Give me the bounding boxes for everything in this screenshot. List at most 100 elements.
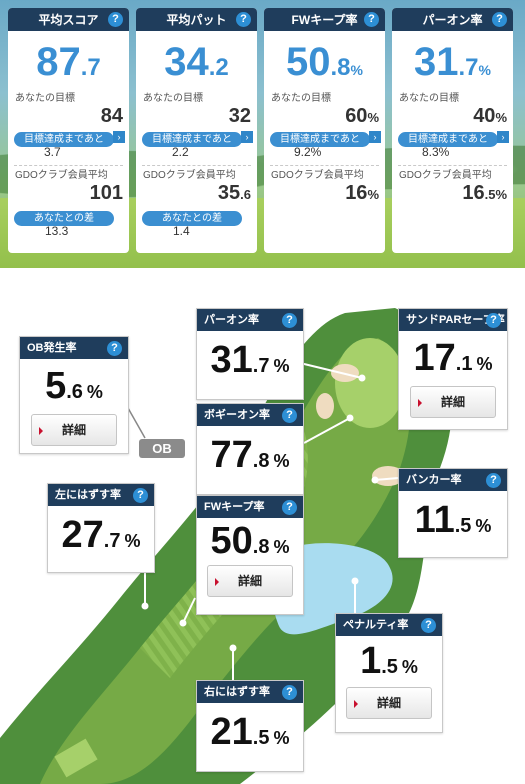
- box-value-unit: %: [476, 354, 493, 374]
- box-title: 右にはずす率: [204, 686, 270, 698]
- gdo-average-int: 16: [345, 182, 368, 204]
- target-value: 84: [8, 105, 129, 127]
- stat-card-header: 平均パット ?: [136, 8, 257, 31]
- bunker: [372, 466, 404, 486]
- box-value-dec: .5: [381, 656, 398, 678]
- difference-value: 1.4: [173, 224, 190, 238]
- goal-remaining-value: 9.2%: [294, 145, 322, 159]
- help-icon[interactable]: ?: [486, 313, 501, 328]
- left-miss-rate-box: 左にはずす率? 27.7%: [47, 483, 155, 573]
- box-value-unit: %: [86, 382, 103, 402]
- gdo-average-dec: .6: [240, 187, 251, 202]
- leader-line: [299, 362, 363, 379]
- divider: [270, 165, 379, 166]
- fw-keep-rate-box: FWキープ率? 50.8% 詳細: [196, 495, 304, 615]
- right-miss-rate-box: 右にはずす率? 21.5%: [196, 680, 304, 772]
- help-icon[interactable]: ?: [421, 618, 436, 633]
- chevron-right-icon[interactable]: ›: [369, 131, 381, 143]
- difference-pill: あなたとの差: [14, 211, 114, 226]
- box-value-int: 1: [360, 640, 382, 682]
- target-label: あなたの目標: [399, 93, 459, 104]
- box-value: 27.7%: [48, 514, 154, 557]
- gdo-average-value: 35.6: [136, 182, 257, 204]
- box-value-unit: %: [273, 451, 290, 471]
- box-value-dec: .7: [252, 355, 270, 377]
- stat-card-title: 平均パット: [166, 13, 227, 27]
- box-value-unit: %: [124, 531, 141, 551]
- help-icon[interactable]: ?: [492, 12, 507, 27]
- goal-remaining-value: 2.2: [172, 145, 189, 159]
- help-icon[interactable]: ?: [133, 488, 148, 503]
- stat-value: 87.7: [8, 31, 129, 93]
- bogey-on-rate-box: ボギーオン率? 77.8%: [196, 403, 304, 495]
- chevron-right-icon[interactable]: ›: [497, 131, 509, 143]
- stat-value-unit: %: [478, 62, 491, 78]
- goal-remaining-pill: 目標達成まであと: [14, 132, 114, 147]
- bunker: [316, 393, 334, 419]
- detail-label: 詳細: [376, 696, 401, 710]
- stat-card-header: パーオン率 ?: [392, 8, 513, 31]
- ob-tag: OB: [139, 439, 185, 458]
- gdo-average-label: GDOクラブ会員平均: [399, 170, 492, 181]
- marker-dot: [141, 602, 149, 610]
- marker-dot: [371, 476, 379, 484]
- box-value-int: 27: [61, 514, 104, 556]
- box-value-unit: %: [273, 728, 290, 748]
- stat-card-title: FWキープ率: [291, 13, 358, 27]
- help-icon[interactable]: ?: [107, 341, 122, 356]
- chevron-right-icon[interactable]: ›: [113, 131, 125, 143]
- target-value: 32: [136, 105, 257, 127]
- help-icon[interactable]: ?: [282, 408, 297, 423]
- chevron-right-icon[interactable]: ›: [241, 131, 253, 143]
- box-value-int: 11: [414, 499, 455, 541]
- gdo-average-value: 16.5%: [392, 182, 513, 204]
- help-icon[interactable]: ?: [364, 12, 379, 27]
- stat-card-header: FWキープ率 ?: [264, 8, 385, 31]
- detail-button[interactable]: 詳細: [31, 414, 117, 446]
- help-icon[interactable]: ?: [282, 500, 297, 515]
- target-unit: %: [367, 110, 379, 125]
- detail-label: 詳細: [61, 423, 86, 437]
- stats-banner: 平均スコア ? 87.7 あなたの目標 84 目標達成まであと › 3.7 GD…: [0, 0, 525, 268]
- stat-value: 31.7%: [392, 31, 513, 93]
- box-header: 右にはずす率?: [197, 681, 303, 703]
- detail-button[interactable]: 詳細: [207, 565, 293, 597]
- target-unit: %: [495, 110, 507, 125]
- stat-card-fw-keep: FWキープ率 ? 50.8% あなたの目標 60% 目標達成まであと › 9.2…: [264, 8, 385, 253]
- goal-remaining-value: 8.3%: [422, 145, 450, 159]
- detail-button[interactable]: 詳細: [410, 386, 496, 418]
- box-value-int: 5: [45, 365, 67, 407]
- box-value-dec: .5: [252, 727, 270, 749]
- difference-value: 13.3: [45, 224, 69, 238]
- target-number: 84: [100, 105, 123, 127]
- box-value-int: 77: [210, 434, 253, 476]
- gdo-average-label: GDOクラブ会員平均: [271, 170, 364, 181]
- par-on-rate-box: パーオン率? 31.7%: [196, 308, 304, 400]
- box-title: サンドPARセーブ率: [406, 314, 505, 326]
- stat-value-int: 34: [164, 40, 209, 84]
- course-map: OB発生率? 5.6% 詳細 OB パーオン率? 31.7% サンドPARセーブ…: [0, 268, 525, 784]
- box-header: FWキープ率?: [197, 496, 303, 518]
- help-icon[interactable]: ?: [108, 12, 123, 27]
- box-value-unit: %: [273, 537, 290, 557]
- help-icon[interactable]: ?: [282, 313, 297, 328]
- box-value: 21.5%: [197, 711, 303, 754]
- sand-par-save-rate-box: サンドPARセーブ率? 17.1% 詳細: [398, 308, 508, 430]
- leader-line: [127, 407, 146, 439]
- detail-button[interactable]: 詳細: [346, 687, 432, 719]
- stat-card-title: 平均スコア: [38, 13, 99, 27]
- goal-remaining-pill: 目標達成まであと: [142, 132, 242, 147]
- goal-remaining-value: 3.7: [44, 145, 61, 159]
- help-icon[interactable]: ?: [486, 473, 501, 488]
- stat-value-int: 31: [414, 40, 459, 84]
- arrow-right-icon: [354, 700, 358, 708]
- box-title: バンカー率: [406, 474, 462, 486]
- arrow-right-icon: [39, 427, 43, 435]
- leader-line: [303, 417, 351, 444]
- help-icon[interactable]: ?: [236, 12, 251, 27]
- help-icon[interactable]: ?: [282, 685, 297, 700]
- stat-value: 34.2: [136, 31, 257, 93]
- leader-line: [182, 597, 196, 624]
- gdo-average-value: 16%: [264, 182, 385, 204]
- marker-dot: [229, 644, 237, 652]
